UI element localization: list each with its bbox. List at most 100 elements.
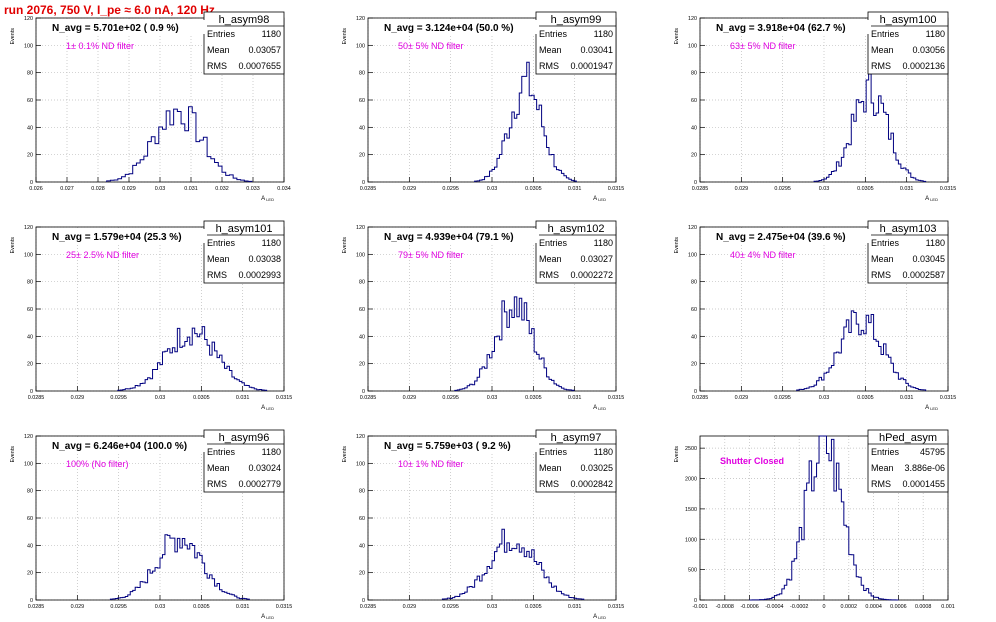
y-tick-label: 20 [691,153,697,159]
x-axis-label-sub: LED [929,197,938,202]
y-axis-label: Events [342,28,348,45]
navg-box [39,20,207,34]
stats-label: Mean [539,463,562,473]
histogram-bars [109,534,250,600]
stats-label: RMS [871,61,891,71]
stats-title: h_asym99 [551,14,602,26]
navg-label: N_avg = 3.124e+04 (50.0 %) [384,23,514,34]
y-tick-label: 20 [359,571,365,577]
histogram-bars [474,61,577,182]
x-axis-label: A LED [593,405,606,411]
stats-label: Mean [207,45,230,55]
x-tick-label: 0.0315 [276,604,293,610]
x-tick-label: 0.0315 [608,604,625,610]
y-tick-label: 100 [356,43,365,49]
y-tick-label: 20 [691,362,697,368]
y-tick-label: 120 [356,16,365,22]
navg-label: N_avg = 1.579e+04 (25.3 %) [52,232,182,243]
navg-box [371,20,539,34]
x-tick-label: 0.029 [735,186,749,192]
y-tick-label: 1500 [685,507,697,513]
histogram-bars [454,296,575,391]
stats-value: 1180 [262,29,281,39]
x-tick-label: 0.0008 [915,604,932,610]
filter-annotation: Shutter Closed [720,456,784,466]
x-tick-label: 0.03 [819,186,830,192]
y-tick-label: 40 [691,125,697,131]
stats-label: RMS [539,270,559,280]
y-tick-label: 40 [359,334,365,340]
stats-value: 1180 [594,29,613,39]
y-tick-label: 80 [359,489,365,495]
x-tick-label: 0.0315 [276,395,293,401]
x-axis-label-sub: LED [265,197,274,202]
y-tick-label: 120 [24,434,33,440]
x-tick-label: 0.0305 [857,186,874,192]
x-tick-label: 0.031 [568,604,582,610]
x-axis-label-sub: LED [597,406,606,411]
stats-value: 0.03038 [248,254,281,264]
stats-value: 0.03041 [580,45,613,55]
navg-box [39,438,207,452]
x-axis-label-sub: LED [597,615,606,620]
x-tick-label: 0.03 [819,395,830,401]
histogram-bars [106,106,253,182]
stats-value: 3.886e-06 [904,463,945,473]
y-tick-label: 60 [27,307,33,313]
y-tick-label: 40 [359,543,365,549]
stats-box [203,11,285,75]
stats-value: 0.0007655 [238,61,281,71]
stats-title: h_asym101 [216,223,273,235]
stats-value: 0.03025 [580,463,613,473]
y-tick-label: 20 [27,571,33,577]
navg-box [371,229,539,243]
stats-label: Mean [871,463,894,473]
stats-label: Entries [539,29,568,39]
x-tick-label: 0.029 [403,186,417,192]
y-tick-label: 100 [688,43,697,49]
y-tick-label: 500 [688,568,697,574]
stats-value: 0.0002136 [902,61,945,71]
x-tick-label: 0.0315 [940,186,957,192]
y-tick-label: 0 [362,598,365,604]
run-title: run 2076, 750 V, I_pe ≈ 6.0 nA, 120 Hz [4,3,215,17]
x-tick-label: 0.0004 [865,604,882,610]
x-tick-label: 0.0315 [608,186,625,192]
x-tick-label: 0.0285 [360,186,377,192]
stats-box [867,11,949,75]
stats-label: Entries [539,238,568,248]
stats-label: Mean [539,45,562,55]
stats-value: 0.03045 [912,254,945,264]
x-tick-label: 0.031 [236,395,250,401]
x-tick-label: 0.031 [900,395,914,401]
x-tick-label: 0.0305 [525,604,542,610]
stats-label: Mean [539,254,562,264]
y-tick-label: 120 [356,225,365,231]
y-tick-label: 80 [691,71,697,77]
x-axis-label: A LED [261,405,274,411]
x-tick-label: 0.001 [941,604,955,610]
x-tick-label: 0.0315 [940,395,957,401]
y-tick-label: 100 [356,461,365,467]
stats-box [535,429,617,493]
x-axis-label-sub: LED [265,406,274,411]
y-tick-label: 80 [691,280,697,286]
stats-value: 1180 [262,238,281,248]
y-tick-label: 60 [691,307,697,313]
stats-label: Entries [207,238,236,248]
navg-label: N_avg = 6.246e+04 (100.0 %) [52,441,187,452]
stats-value: 0.0002779 [238,479,281,489]
y-axis-label: Events [342,237,348,254]
stats-box [535,220,617,284]
x-tick-label: 0.0295 [442,395,459,401]
x-tick-label: 0.0295 [442,604,459,610]
x-tick-label: -0.0004 [765,604,783,610]
x-tick-label: 0.026 [29,186,43,192]
histogram-panel-h_asym98: 0.026 0.027 0.028 0.029 0.03 0.031 0.032 0.033 0… [10,11,291,202]
x-tick-label: 0.0285 [692,395,709,401]
y-tick-label: 80 [27,280,33,286]
x-axis-label-sub: LED [265,615,274,620]
histogram-panel-h_asym103: 0.0285 0.029 0.0295 0.03 0.0305 0.031 0.0315 0 2… [674,220,957,411]
stats-value: 0.0002842 [570,479,613,489]
